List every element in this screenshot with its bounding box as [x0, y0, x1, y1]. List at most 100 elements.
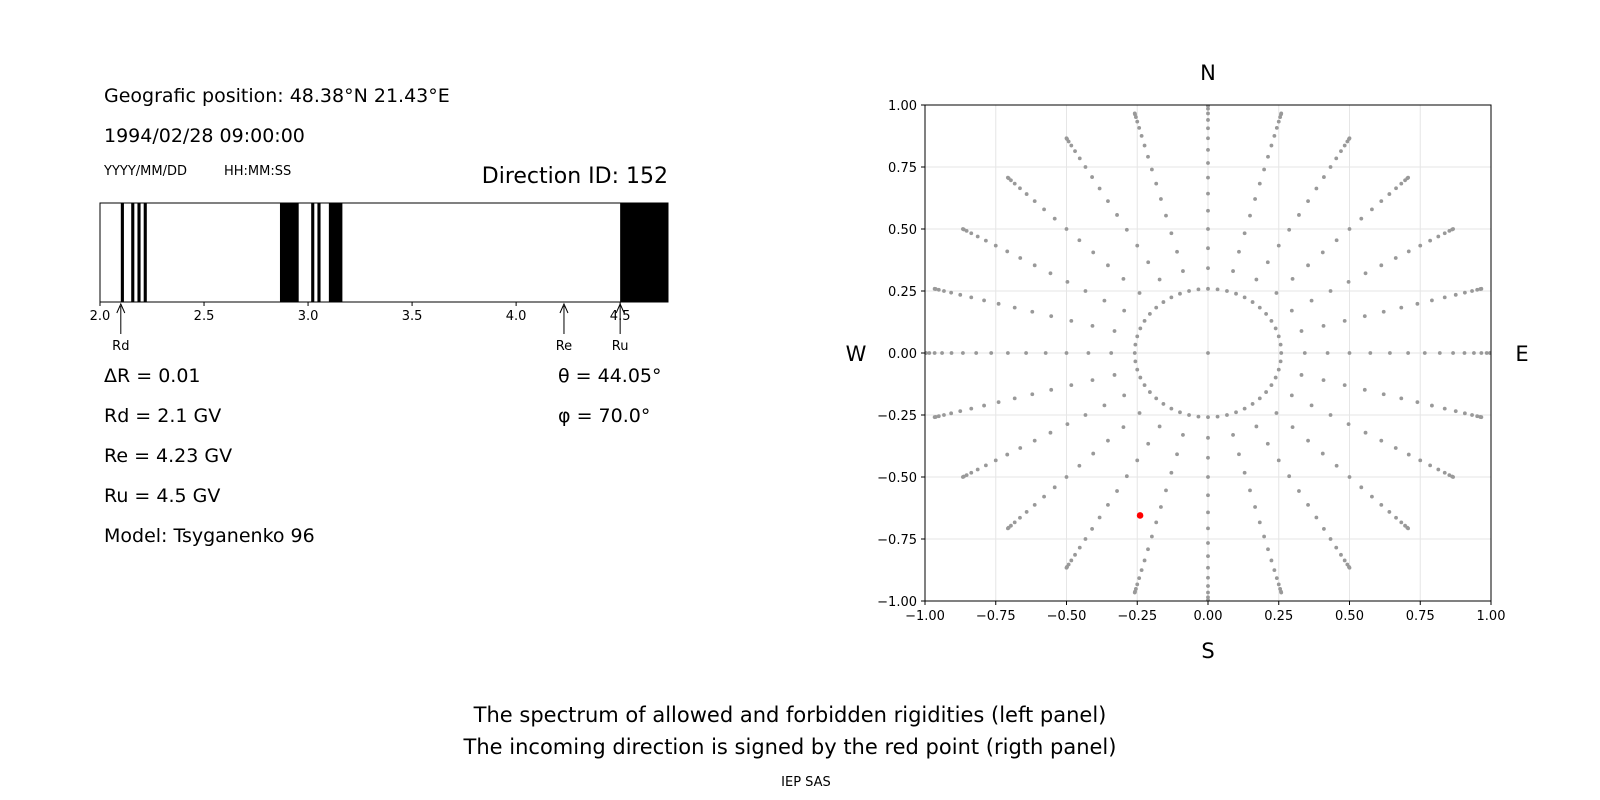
grid-point — [1161, 300, 1166, 304]
grid-point — [1472, 351, 1476, 355]
caption-line-2: The incoming direction is signed by the … — [463, 735, 1117, 759]
grid-point — [1387, 192, 1392, 196]
ru-value: Ru = 4.5 GV — [104, 485, 221, 507]
grid-point — [1334, 156, 1339, 161]
grid-point — [1065, 279, 1070, 284]
grid-point — [1083, 537, 1088, 541]
grid-point — [1379, 263, 1384, 268]
grid-point — [1135, 334, 1140, 339]
forbidden-band — [620, 203, 668, 302]
compass-west: W — [846, 342, 867, 366]
grid-point — [1381, 392, 1386, 397]
grid-point — [1024, 192, 1029, 196]
grid-point — [1159, 505, 1163, 509]
grid-point — [1231, 269, 1235, 273]
grid-point — [1030, 309, 1035, 314]
grid-point — [942, 413, 946, 417]
grid-point — [1306, 502, 1310, 507]
grid-point — [1206, 435, 1210, 440]
grid-point — [1287, 474, 1292, 479]
grid-point — [1206, 455, 1210, 460]
grid-point — [1069, 383, 1074, 387]
grid-point — [1274, 125, 1279, 130]
grid-point — [1347, 351, 1352, 355]
grid-point — [1314, 186, 1319, 191]
grid-point — [1264, 312, 1269, 316]
grid-point — [1106, 199, 1110, 204]
model-name: Model: Tsyganenko 96 — [104, 525, 315, 547]
grid-point — [1453, 292, 1458, 297]
grid-point — [1250, 402, 1255, 406]
grid-point — [1418, 458, 1423, 463]
grid-point — [1276, 243, 1281, 248]
grid-point — [1018, 446, 1023, 450]
grid-point — [1272, 568, 1277, 573]
grid-point — [1406, 526, 1411, 531]
grid-point — [1159, 197, 1163, 201]
grid-point — [1073, 149, 1077, 154]
grid-point — [1206, 126, 1210, 131]
grid-point — [1005, 452, 1010, 457]
grid-point — [1169, 295, 1174, 300]
grid-point — [975, 467, 980, 472]
grid-point — [1278, 342, 1283, 347]
grid-point — [1279, 111, 1284, 116]
grid-point — [1269, 383, 1274, 387]
grid-point — [1206, 191, 1210, 196]
grid-point — [1415, 400, 1420, 405]
grid-point — [1106, 502, 1110, 507]
grid-point — [1237, 452, 1241, 457]
grid-point — [1178, 291, 1182, 296]
grid-point — [1109, 351, 1114, 355]
grid-point — [1442, 231, 1447, 236]
grid-point — [1368, 351, 1373, 355]
grid-point — [1206, 136, 1210, 141]
spectrum-tick-label: 3.5 — [402, 309, 423, 324]
grid-point — [1178, 410, 1182, 415]
grid-point — [1091, 451, 1096, 456]
x-tick-label: −0.25 — [1117, 609, 1157, 624]
grid-point — [1139, 133, 1144, 138]
grid-point — [1154, 396, 1159, 401]
grid-point — [1299, 373, 1304, 377]
grid-point — [1436, 467, 1441, 472]
grid-point — [1415, 301, 1420, 306]
grid-point — [1043, 351, 1048, 355]
datetime-value: 1994/02/28 09:00:00 — [104, 125, 305, 147]
grid-point — [1479, 415, 1484, 420]
y-tick-label: 0.50 — [888, 223, 917, 238]
grid-point — [1206, 161, 1210, 165]
grid-point — [1442, 295, 1447, 300]
date-format-label: YYYY/MM/DD — [104, 164, 187, 179]
grid-point — [1242, 406, 1247, 411]
grid-point — [1149, 167, 1154, 172]
grid-point — [1215, 287, 1220, 292]
grid-point — [1453, 409, 1458, 414]
grid-point — [1012, 396, 1017, 401]
grid-point — [1149, 534, 1154, 539]
grid-point — [1175, 249, 1179, 254]
time-format-label: HH:MM:SS — [224, 164, 292, 179]
grid-point — [1124, 227, 1129, 232]
grid-point — [1484, 351, 1489, 355]
grid-point — [1090, 378, 1095, 383]
grid-point — [1322, 175, 1326, 179]
grid-point — [1347, 227, 1352, 231]
grid-point — [1479, 286, 1484, 291]
grid-point — [1257, 305, 1262, 310]
grid-point — [1253, 197, 1257, 201]
grid-point — [1018, 515, 1022, 520]
y-tick-label: −0.75 — [877, 533, 917, 548]
grid-point — [1321, 378, 1326, 383]
grid-point — [1187, 413, 1191, 417]
grid-point — [1257, 181, 1262, 186]
grid-point — [1206, 246, 1210, 251]
grid-point — [1289, 393, 1294, 398]
grid-point — [996, 301, 1001, 306]
grid-point — [1287, 227, 1292, 232]
grid-point — [1146, 154, 1150, 159]
y-tick-label: 0.25 — [888, 285, 917, 300]
grid-point — [940, 351, 944, 355]
grid-point — [942, 289, 946, 293]
grid-point — [1470, 289, 1474, 293]
